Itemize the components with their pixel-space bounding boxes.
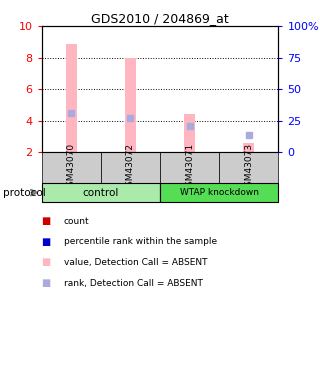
Text: GSM43070: GSM43070 xyxy=(67,143,76,192)
Bar xyxy=(125,58,136,152)
Bar xyxy=(42,152,101,183)
Text: protocol: protocol xyxy=(3,188,46,198)
Text: WTAP knockdown: WTAP knockdown xyxy=(180,188,259,197)
Text: control: control xyxy=(83,188,119,198)
Bar xyxy=(160,183,278,203)
Bar xyxy=(184,114,195,152)
Text: GSM43073: GSM43073 xyxy=(244,143,253,192)
Text: ■: ■ xyxy=(42,216,51,226)
Text: value, Detection Call = ABSENT: value, Detection Call = ABSENT xyxy=(64,258,207,267)
Text: rank, Detection Call = ABSENT: rank, Detection Call = ABSENT xyxy=(64,279,203,288)
Bar xyxy=(66,44,76,152)
Text: ■: ■ xyxy=(42,237,51,247)
Bar xyxy=(244,144,254,152)
Bar xyxy=(101,152,160,183)
Text: percentile rank within the sample: percentile rank within the sample xyxy=(64,237,217,246)
Text: GSM43071: GSM43071 xyxy=(185,143,194,192)
Bar xyxy=(42,183,160,203)
Bar xyxy=(160,152,219,183)
Title: GDS2010 / 204869_at: GDS2010 / 204869_at xyxy=(91,12,229,25)
Text: GSM43072: GSM43072 xyxy=(126,143,135,192)
Text: count: count xyxy=(64,217,90,226)
Text: ■: ■ xyxy=(42,278,51,288)
Text: ■: ■ xyxy=(42,258,51,267)
Bar xyxy=(219,152,278,183)
